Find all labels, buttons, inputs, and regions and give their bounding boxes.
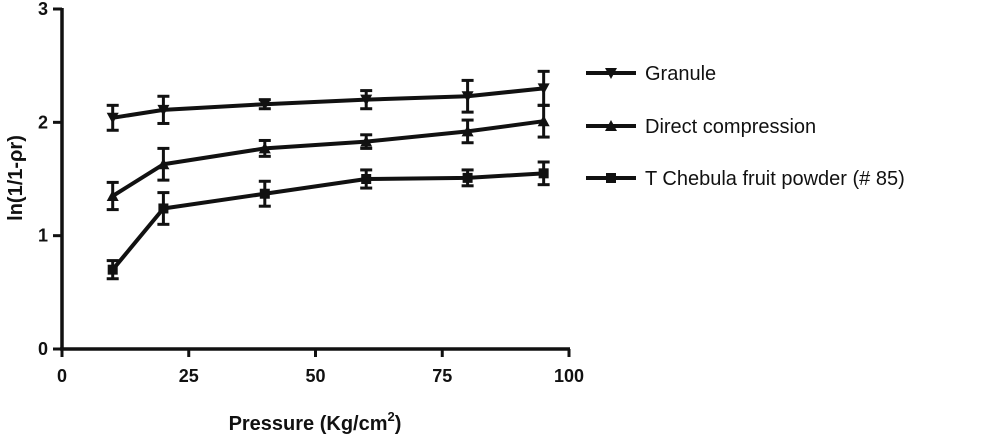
x-tick-label: 75 bbox=[432, 366, 452, 386]
data-point bbox=[259, 188, 270, 199]
x-tick-label: 25 bbox=[179, 366, 199, 386]
series-2 bbox=[106, 103, 550, 212]
data-point bbox=[106, 190, 119, 201]
data-point bbox=[258, 142, 271, 154]
y-tick-label: 0 bbox=[38, 339, 48, 359]
data-point bbox=[157, 158, 170, 170]
data-point bbox=[360, 94, 373, 106]
data-point bbox=[158, 203, 169, 214]
series-layer bbox=[106, 69, 550, 281]
x-axis-title-main: Pressure (Kg/cm bbox=[229, 413, 388, 435]
x-axis-title-superscript: 2 bbox=[388, 409, 395, 424]
x-tick-label: 100 bbox=[554, 366, 584, 386]
legend-item-1: Granule bbox=[586, 63, 716, 85]
legend-item-2: Direct compression bbox=[586, 116, 816, 138]
data-point bbox=[361, 174, 372, 184]
series-line bbox=[112, 86, 544, 120]
legend-marker bbox=[606, 173, 616, 183]
series-line bbox=[111, 171, 544, 271]
data-point bbox=[538, 168, 549, 179]
series-1 bbox=[106, 69, 550, 132]
series-line bbox=[111, 119, 544, 198]
y-tick-label: 2 bbox=[38, 112, 48, 132]
data-point bbox=[157, 104, 170, 116]
legend: Granule Direct compression T Chebula fruit… bbox=[586, 63, 905, 190]
legend-marker bbox=[605, 120, 617, 131]
legend-label: T Chebula fruit powder (# 85) bbox=[645, 168, 905, 190]
data-point bbox=[537, 115, 550, 127]
y-tick-label: 3 bbox=[38, 0, 48, 19]
legend-label: Granule bbox=[645, 63, 716, 85]
data-point bbox=[258, 99, 271, 111]
data-point bbox=[106, 112, 119, 124]
ticks: 0 25 50 75 100 0 1 2 3 bbox=[38, 0, 584, 386]
data-point bbox=[461, 125, 474, 137]
x-axis-title: Pressure (Kg/cm2) bbox=[229, 409, 402, 435]
data-point bbox=[360, 135, 373, 147]
axes bbox=[60, 8, 570, 351]
legend-label: Direct compression bbox=[645, 116, 816, 138]
series-3 bbox=[106, 160, 550, 281]
data-point bbox=[461, 91, 474, 103]
data-point bbox=[537, 83, 550, 95]
x-tick-label: 50 bbox=[305, 366, 325, 386]
y-axis-title: ln(1/1-ρr) bbox=[5, 135, 27, 221]
data-point bbox=[107, 264, 118, 275]
data-point bbox=[462, 172, 473, 183]
x-axis-title-close: ) bbox=[395, 413, 402, 435]
y-tick-label: 1 bbox=[38, 226, 48, 246]
x-tick-label: 0 bbox=[57, 366, 67, 386]
legend-item-3: T Chebula fruit powder (# 85) bbox=[586, 168, 905, 190]
legend-marker bbox=[605, 68, 617, 79]
